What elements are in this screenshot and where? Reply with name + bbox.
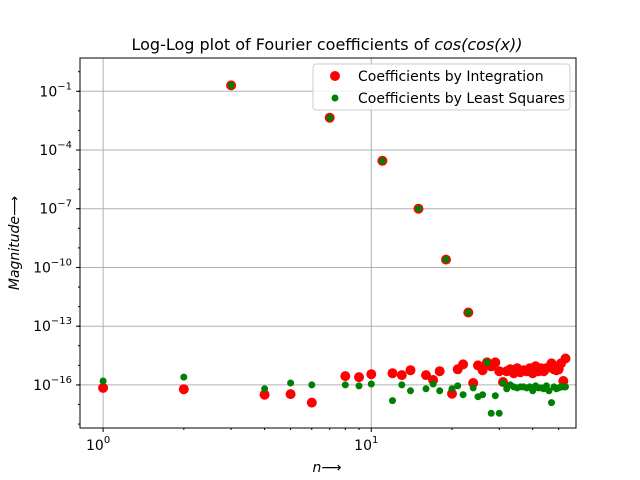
- y-axis-label-arrow: ⟶: [7, 196, 23, 216]
- data-point: [459, 391, 467, 399]
- data-point: [341, 381, 349, 389]
- data-point: [340, 371, 351, 382]
- data-point: [178, 384, 189, 395]
- legend-marker-integration: [330, 71, 340, 81]
- data-point: [415, 205, 422, 213]
- chart-title-prefix: Log-Log plot of Fourier coefficients of: [132, 35, 435, 54]
- legend: Coefficients by Integration Coefficients…: [312, 63, 571, 111]
- legend-marker-least-squares: [331, 94, 339, 102]
- data-point: [469, 384, 477, 392]
- data-point: [487, 409, 495, 417]
- data-point: [436, 387, 444, 395]
- data-point: [560, 353, 571, 364]
- chart-title: Log-Log plot of Fourier coefficients of …: [132, 35, 523, 54]
- data-point: [479, 391, 487, 399]
- data-point: [494, 366, 505, 377]
- data-point: [285, 389, 296, 400]
- x-tick-label: 100: [86, 435, 110, 454]
- data-point: [477, 365, 488, 376]
- y-tick-label: 10−7: [39, 199, 72, 218]
- data-point: [261, 385, 269, 393]
- legend-label-integration: Coefficients by Integration: [358, 69, 544, 85]
- data-point: [227, 81, 235, 89]
- data-point: [306, 397, 317, 408]
- data-point: [422, 385, 430, 393]
- data-point: [308, 381, 316, 389]
- y-axis-label-var: Magnitude: [7, 216, 23, 290]
- data-point: [354, 372, 364, 383]
- y-tick-label: 10−4: [39, 140, 72, 159]
- data-point: [499, 379, 507, 387]
- data-point: [396, 370, 407, 381]
- x-axis-label-var: n: [313, 460, 322, 476]
- data-point: [389, 397, 396, 405]
- data-point: [491, 392, 499, 400]
- data-point: [367, 380, 375, 388]
- plot-area: 100 101 10−1 10−4 10−7 10−10 10−13 10−16: [33, 57, 577, 454]
- data-point: [326, 114, 334, 122]
- data-point: [562, 383, 569, 391]
- x-axis-label-arrow: ⟶: [321, 460, 341, 476]
- data-point: [287, 379, 295, 387]
- data-point: [442, 256, 450, 264]
- x-tick-label: 101: [354, 435, 378, 454]
- data-point: [483, 358, 491, 366]
- y-tick-label: 10−1: [39, 81, 72, 100]
- data-point: [421, 370, 431, 381]
- data-point: [448, 385, 456, 393]
- data-point: [366, 369, 377, 380]
- data-point: [548, 399, 555, 407]
- data-point: [378, 157, 386, 165]
- data-point: [545, 387, 553, 395]
- y-axis-label: Magnitude⟶: [7, 196, 23, 290]
- data-point: [259, 389, 270, 400]
- data-point: [464, 309, 472, 316]
- series-integration: [98, 80, 571, 408]
- data-point: [180, 373, 188, 381]
- data-point: [99, 377, 107, 385]
- data-point: [405, 365, 416, 376]
- data-point: [98, 382, 109, 393]
- data-point: [495, 409, 503, 417]
- series-least-squares: [99, 81, 569, 417]
- data-point: [429, 380, 437, 388]
- data-point: [454, 382, 462, 390]
- axis-ticks: 100 101 10−1 10−4 10−7 10−10 10−13 10−16: [33, 71, 560, 454]
- y-tick-label: 10−16: [33, 375, 72, 394]
- data-point: [458, 359, 469, 370]
- chart-title-math: cos(cos(x)): [434, 35, 522, 54]
- x-axis-label: n⟶: [313, 460, 342, 476]
- legend-box: [312, 63, 571, 111]
- data-point: [355, 382, 363, 390]
- data-point: [407, 387, 414, 395]
- data-point: [490, 357, 501, 368]
- data-point: [434, 366, 445, 377]
- data-point: [398, 381, 406, 389]
- y-tick-label: 10−13: [33, 316, 72, 335]
- data-point: [387, 368, 398, 379]
- plot-frame: [79, 57, 577, 429]
- y-tick-label: 10−10: [33, 257, 72, 276]
- legend-label-least-squares: Coefficients by Least Squares: [358, 91, 565, 107]
